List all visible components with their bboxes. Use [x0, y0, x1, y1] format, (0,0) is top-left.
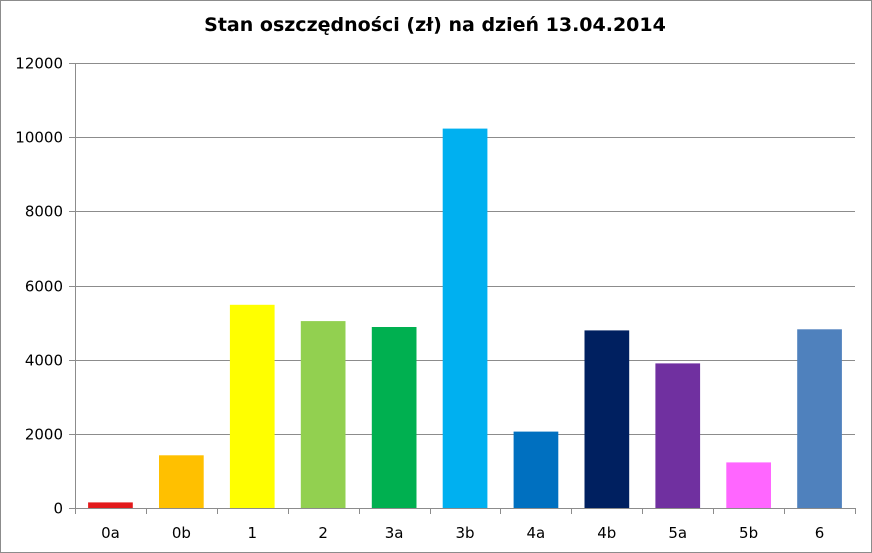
bar-4b [584, 330, 630, 508]
x-tick-label: 3b [455, 524, 474, 542]
bar-3b [442, 128, 488, 508]
axes [69, 63, 856, 514]
x-tick-label: 6 [815, 524, 825, 542]
bars [88, 128, 842, 508]
bar-0b [159, 455, 204, 508]
chart-title: Stan oszczędności (zł) na dzień 13.04.20… [204, 14, 666, 36]
bar-2 [300, 321, 346, 508]
y-tick-label: 4000 [25, 352, 63, 370]
x-tick-label: 0a [101, 524, 120, 542]
y-tick-label: 0 [53, 500, 63, 518]
bar-1 [229, 304, 275, 508]
y-tick-label: 2000 [25, 426, 63, 444]
bar-0a [88, 502, 133, 508]
x-tick-label: 4b [597, 524, 616, 542]
bar-5b [726, 462, 771, 508]
x-tick-label: 3a [385, 524, 404, 542]
bar-5a [655, 363, 701, 508]
x-axis-ticks: 0a 0b 1 2 3a 3b 4a 4b 5a 5b 6 [101, 524, 824, 542]
bar-3a [371, 327, 417, 508]
x-tick-label: 1 [248, 524, 258, 542]
x-tick-label: 5b [739, 524, 758, 542]
x-tick-label: 2 [318, 524, 328, 542]
y-tick-label: 6000 [25, 278, 63, 296]
x-tick-label: 0b [172, 524, 191, 542]
y-tick-label: 8000 [25, 203, 63, 221]
x-tick-label: 5a [668, 524, 687, 542]
y-tick-label: 10000 [15, 129, 63, 147]
bar-4a [513, 431, 559, 508]
bar-6 [797, 329, 842, 508]
y-tick-label: 12000 [15, 55, 63, 73]
x-tick-label: 4a [527, 524, 546, 542]
y-axis-ticks: 0 2000 4000 6000 8000 10000 12000 [15, 55, 63, 518]
